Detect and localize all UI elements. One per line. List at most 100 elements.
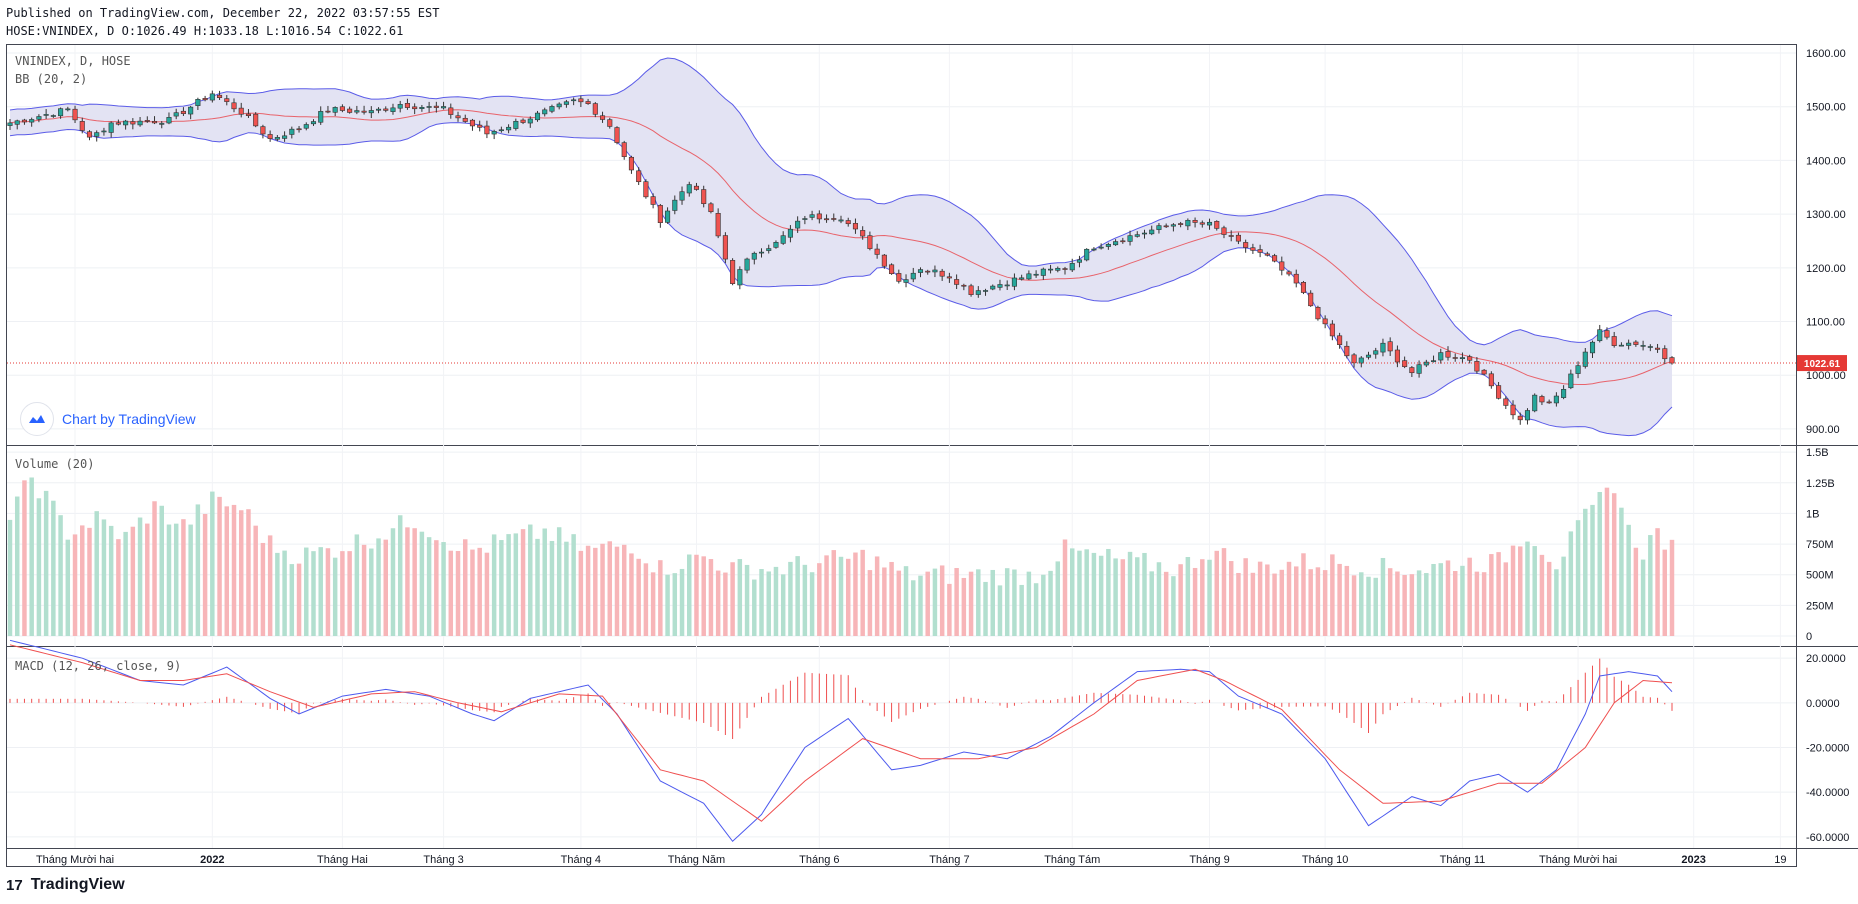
- bb-indicator-label[interactable]: BB (20, 2): [15, 72, 88, 86]
- volume-bar: [145, 523, 150, 636]
- volume-tick-label: 1.5B: [1806, 447, 1829, 459]
- macd-indicator-label[interactable]: MACD (12, 26, close, 9): [15, 659, 182, 673]
- candle-body: [1568, 373, 1574, 389]
- candle-body: [130, 121, 136, 125]
- candle-body: [1402, 360, 1408, 367]
- tradingview-cloud-icon: [20, 402, 54, 436]
- volume-bar: [1243, 558, 1248, 636]
- candle: [1618, 342, 1624, 347]
- candle: [469, 118, 476, 131]
- candle-body: [1481, 369, 1487, 375]
- candle: [889, 263, 895, 275]
- candle-body: [426, 106, 432, 108]
- volume-bar: [838, 556, 844, 636]
- volume-bar: [80, 525, 85, 636]
- candle: [1510, 400, 1516, 420]
- volume-bar: [990, 569, 995, 636]
- volume-bar: [795, 556, 800, 636]
- volume-bar: [614, 546, 620, 636]
- volume-tick-label: 500M: [1806, 570, 1834, 582]
- candle-body: [412, 106, 418, 110]
- candle: [1170, 223, 1176, 232]
- candle: [484, 120, 490, 139]
- candle-body: [310, 121, 317, 125]
- volume-bar: [376, 538, 381, 636]
- candle-body: [1329, 323, 1335, 337]
- volume-bar: [267, 535, 273, 636]
- candle: [195, 97, 201, 110]
- candle: [1004, 280, 1010, 291]
- volume-bar: [968, 571, 974, 636]
- candle: [1286, 270, 1292, 277]
- volume-bar: [1257, 561, 1263, 636]
- candle: [1040, 267, 1046, 280]
- candle-body: [968, 285, 974, 295]
- candle: [1308, 290, 1314, 307]
- candle-body: [737, 269, 743, 286]
- bb-fill: [10, 58, 1672, 436]
- candle-body: [1510, 404, 1516, 416]
- candle-body: [1503, 398, 1509, 406]
- volume-bar: [253, 525, 258, 636]
- candle: [1113, 239, 1119, 246]
- candle: [217, 90, 223, 101]
- time-tick-label: Tháng 6: [799, 854, 839, 866]
- candle: [173, 108, 179, 120]
- volume-indicator-label[interactable]: Volume (20): [15, 457, 95, 471]
- candle: [563, 99, 569, 108]
- candle-body: [1308, 292, 1314, 307]
- candle: [585, 98, 591, 105]
- candle: [209, 90, 215, 103]
- volume-bar: [325, 548, 331, 636]
- chart-by-tradingview[interactable]: Chart by TradingView: [20, 402, 196, 436]
- candle: [708, 202, 714, 214]
- candle-body: [802, 218, 808, 220]
- candle: [296, 126, 302, 133]
- candle: [1206, 218, 1213, 230]
- candle: [961, 283, 967, 291]
- volume-bar: [419, 531, 425, 636]
- candle: [910, 267, 916, 283]
- candle: [1337, 332, 1343, 349]
- candle: [159, 121, 165, 129]
- candle-body: [1322, 318, 1328, 325]
- candle: [1568, 369, 1574, 390]
- volume-bar: [578, 550, 584, 636]
- candle: [1640, 340, 1646, 351]
- volume-bar: [1019, 584, 1024, 636]
- volume-bar: [672, 573, 678, 636]
- candle: [130, 118, 136, 130]
- candle: [925, 269, 931, 275]
- volume-bar: [1561, 556, 1566, 636]
- volume-bar: [1200, 559, 1205, 636]
- axis-labels: 1600.00 1500.00 1400.00 1300.00 1200.00 1100.…: [1806, 48, 1849, 844]
- candle-body: [1387, 341, 1393, 352]
- symbol-label[interactable]: VNINDEX, D, HOSE: [15, 54, 131, 68]
- volume-bar: [1583, 508, 1588, 636]
- candle: [72, 105, 78, 124]
- candle-body: [29, 119, 35, 123]
- volume-bar: [65, 539, 71, 636]
- chart-frame: [6, 44, 1797, 867]
- tradingview-footer-logo[interactable]: 17 TradingView: [6, 876, 125, 894]
- candle: [1532, 393, 1538, 413]
- volume-bar: [621, 544, 627, 636]
- candle-body: [274, 137, 280, 140]
- volume-bar: [1120, 559, 1126, 636]
- candle: [1524, 408, 1531, 425]
- volume-bar: [1308, 569, 1313, 636]
- candle: [571, 97, 577, 106]
- candle: [274, 135, 280, 142]
- candle-body: [1611, 336, 1617, 346]
- candle: [1488, 371, 1494, 389]
- candle-body: [1409, 367, 1415, 374]
- candle-body: [917, 269, 924, 273]
- volume-bar: [556, 527, 562, 636]
- candle: [1264, 251, 1270, 257]
- candle-body: [758, 251, 765, 254]
- candle: [1084, 248, 1090, 262]
- candle: [1300, 280, 1307, 295]
- volume-bar: [939, 565, 945, 636]
- volume-bar: [564, 541, 569, 636]
